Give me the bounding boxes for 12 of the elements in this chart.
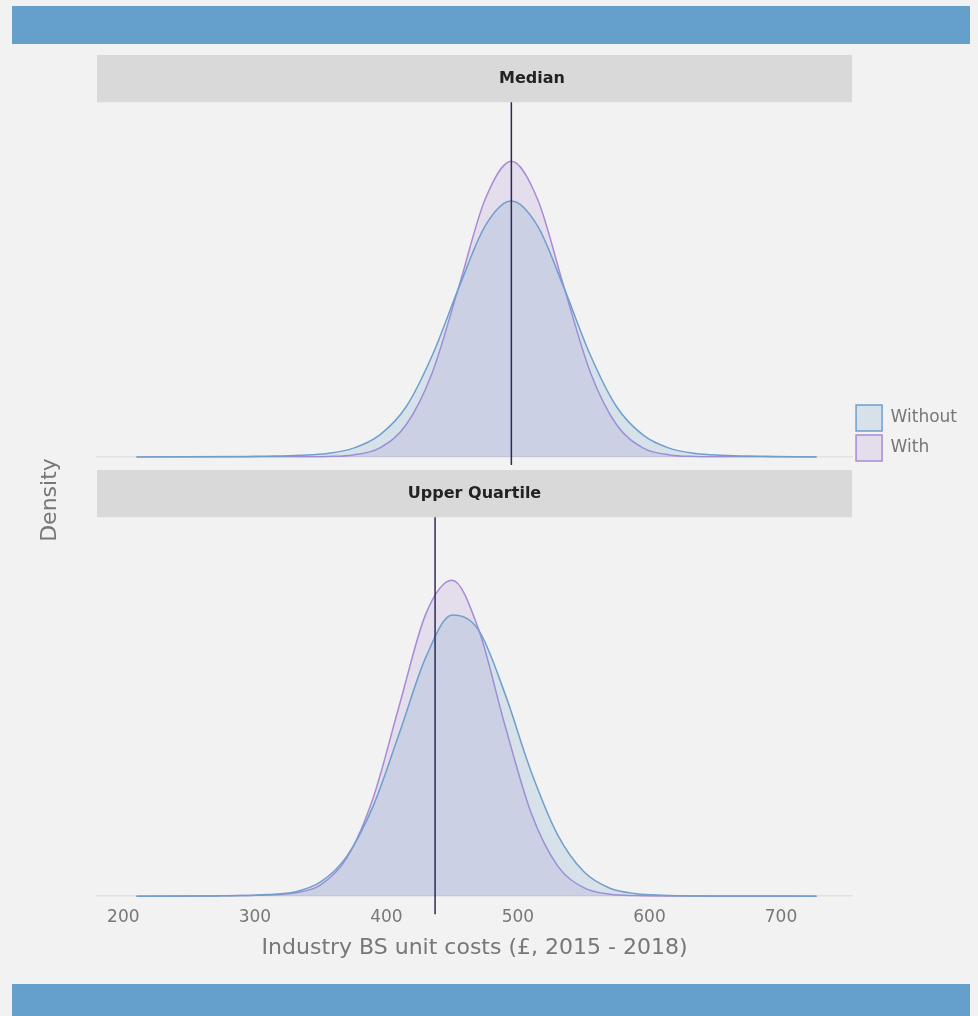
- x-tick-label: 700: [764, 905, 798, 926]
- x-tick-label: 200: [107, 905, 140, 926]
- x-axis-title: Industry BS unit costs (£, 2015 - 2018): [261, 933, 688, 959]
- x-tick-label: 600: [633, 905, 666, 926]
- x-tick-label: 300: [238, 905, 272, 926]
- y-axis-title: Density: [35, 458, 61, 542]
- legend-label: With: [890, 436, 930, 457]
- chart-title: Median: [499, 67, 565, 87]
- x-tick-label: 500: [501, 905, 535, 926]
- chart-title: Upper Quartile: [407, 482, 542, 502]
- legend-label: Without: [890, 406, 958, 427]
- x-tick-label: 400: [370, 905, 403, 926]
